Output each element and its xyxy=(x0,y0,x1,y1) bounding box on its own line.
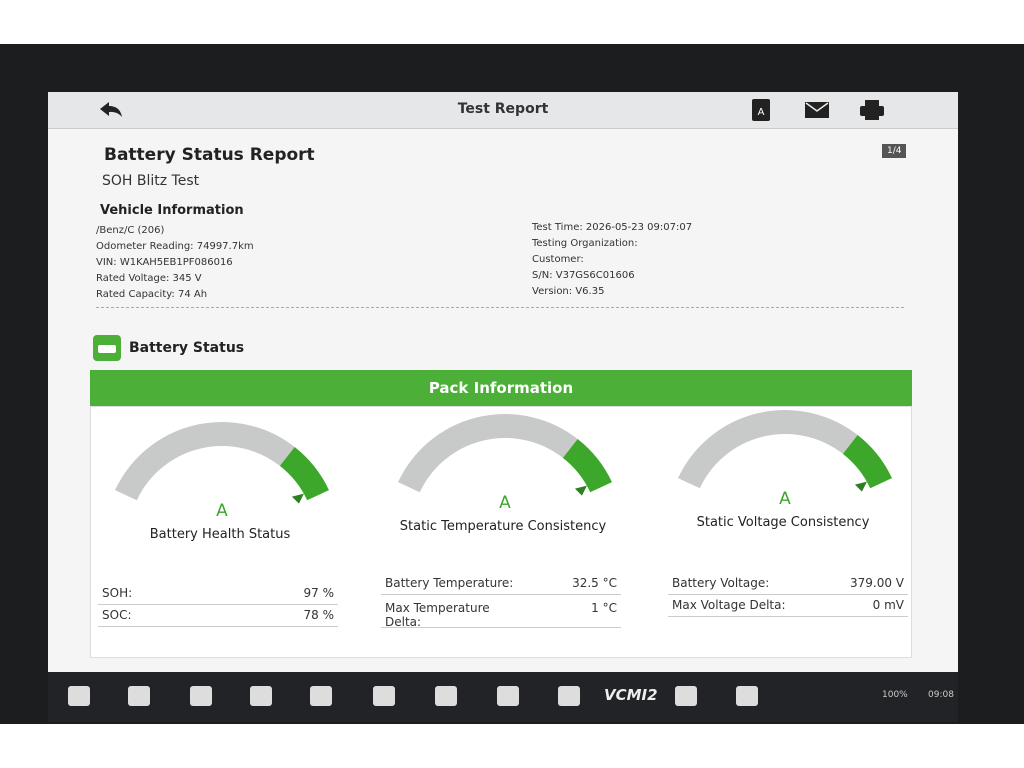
pdf-button[interactable]: A xyxy=(752,99,770,121)
gauge-label: Battery Health Status xyxy=(150,527,291,542)
gauge-pointer xyxy=(854,481,867,492)
metric-value: 78 % xyxy=(303,608,335,622)
svg-text:A: A xyxy=(758,107,765,118)
clock: 09:08 xyxy=(928,690,954,700)
metric-value: 379.00 V xyxy=(849,576,904,590)
gauges: A Battery Health Status A Static Temperatur… xyxy=(115,410,892,542)
nav-button[interactable] xyxy=(736,686,758,706)
vehicle-info-line: Customer: xyxy=(532,254,584,265)
vehicle-info-line: /Benz/C (206) xyxy=(96,225,165,236)
vehicle-info-line: Test Time: 2026-05-23 09:07:07 xyxy=(532,222,693,233)
screen: Test Report A 1/4 Battery Status Report … xyxy=(48,92,958,722)
gauge-segment xyxy=(842,435,892,489)
metric-row: Max Temperature Delta: 1 °C xyxy=(381,599,621,629)
report-subtitle: SOH Blitz Test xyxy=(102,173,200,189)
header-bar: Test Report A xyxy=(48,92,958,129)
header-title: Test Report xyxy=(457,101,549,117)
vehicle-info-line: Rated Capacity: 74 Ah xyxy=(96,289,208,300)
metric-row: SOC: 78 % xyxy=(98,606,338,627)
metric-row: Max Voltage Delta: 0 mV xyxy=(668,596,908,617)
nav-button[interactable] xyxy=(435,686,457,706)
nav-button[interactable] xyxy=(558,686,580,706)
battery-icon xyxy=(93,335,121,361)
nav-button[interactable] xyxy=(128,686,150,706)
metric-row: Battery Voltage: 379.00 V xyxy=(668,574,908,595)
print-button[interactable] xyxy=(860,100,884,120)
gauge-track xyxy=(115,422,295,501)
section-title: Battery Status xyxy=(129,340,245,356)
report-title: Battery Status Report xyxy=(104,145,315,165)
nav-button[interactable] xyxy=(190,686,212,706)
gauge-label: Static Temperature Consistency xyxy=(400,519,607,534)
gauge-track xyxy=(678,410,858,489)
page-indicator: 1/4 xyxy=(882,144,907,158)
gauge-grade: A xyxy=(499,493,511,513)
nav-bar: VCMI2 100% 09:08 xyxy=(48,672,958,722)
metric-value: 1 °C xyxy=(591,601,617,615)
mail-button[interactable] xyxy=(805,102,829,118)
vehicle-info-line: VIN: W1KAH5EB1PF086016 xyxy=(96,257,233,268)
gauge-track xyxy=(398,414,578,493)
metric-value: 97 % xyxy=(303,586,335,600)
gauge-segment xyxy=(562,439,612,493)
vci-label[interactable]: VCMI2 xyxy=(604,686,658,704)
metric-label: SOC: xyxy=(102,608,132,622)
pack-title: Pack Information xyxy=(90,370,912,406)
nav-button[interactable] xyxy=(373,686,395,706)
gauge-grade: A xyxy=(216,501,228,521)
battery-status: 100% xyxy=(882,690,908,700)
vehicle-info-line: Testing Organization: xyxy=(532,238,638,249)
nav-button[interactable] xyxy=(310,686,332,706)
gauge-label: Static Voltage Consistency xyxy=(697,515,870,530)
nav-button[interactable] xyxy=(68,686,90,706)
vehicle-info-line: Odometer Reading: 74997.7km xyxy=(96,241,254,252)
gauge-grade: A xyxy=(779,489,791,509)
metric-label: Battery Voltage: xyxy=(672,576,770,590)
nav-button[interactable] xyxy=(250,686,272,706)
gauge-segment xyxy=(279,447,329,501)
nav-button[interactable] xyxy=(497,686,519,706)
nav-button[interactable] xyxy=(675,686,697,706)
metric-row: Battery Temperature: 32.5 °C xyxy=(381,574,621,595)
metric-label: Max Voltage Delta: xyxy=(672,598,786,612)
vehicle-info-heading: Vehicle Information xyxy=(100,203,244,218)
metric-value: 0 mV xyxy=(872,598,904,612)
divider xyxy=(96,307,904,308)
vehicle-info-line: Version: V6.35 xyxy=(532,286,605,297)
metric-row: SOH: 97 % xyxy=(98,584,338,605)
vehicle-info-line: Rated Voltage: 345 V xyxy=(96,273,202,284)
metric-label: Battery Temperature: xyxy=(385,576,514,590)
metric-label: SOH: xyxy=(102,586,133,600)
metric-value: 32.5 °C xyxy=(572,576,617,590)
vehicle-info-line: S/N: V37GS6C01606 xyxy=(532,270,635,281)
gauge-pointer xyxy=(291,493,304,504)
gauge-pointer xyxy=(574,485,587,496)
metric-label: Max Temperature Delta: xyxy=(385,601,490,629)
back-button[interactable] xyxy=(98,100,124,120)
